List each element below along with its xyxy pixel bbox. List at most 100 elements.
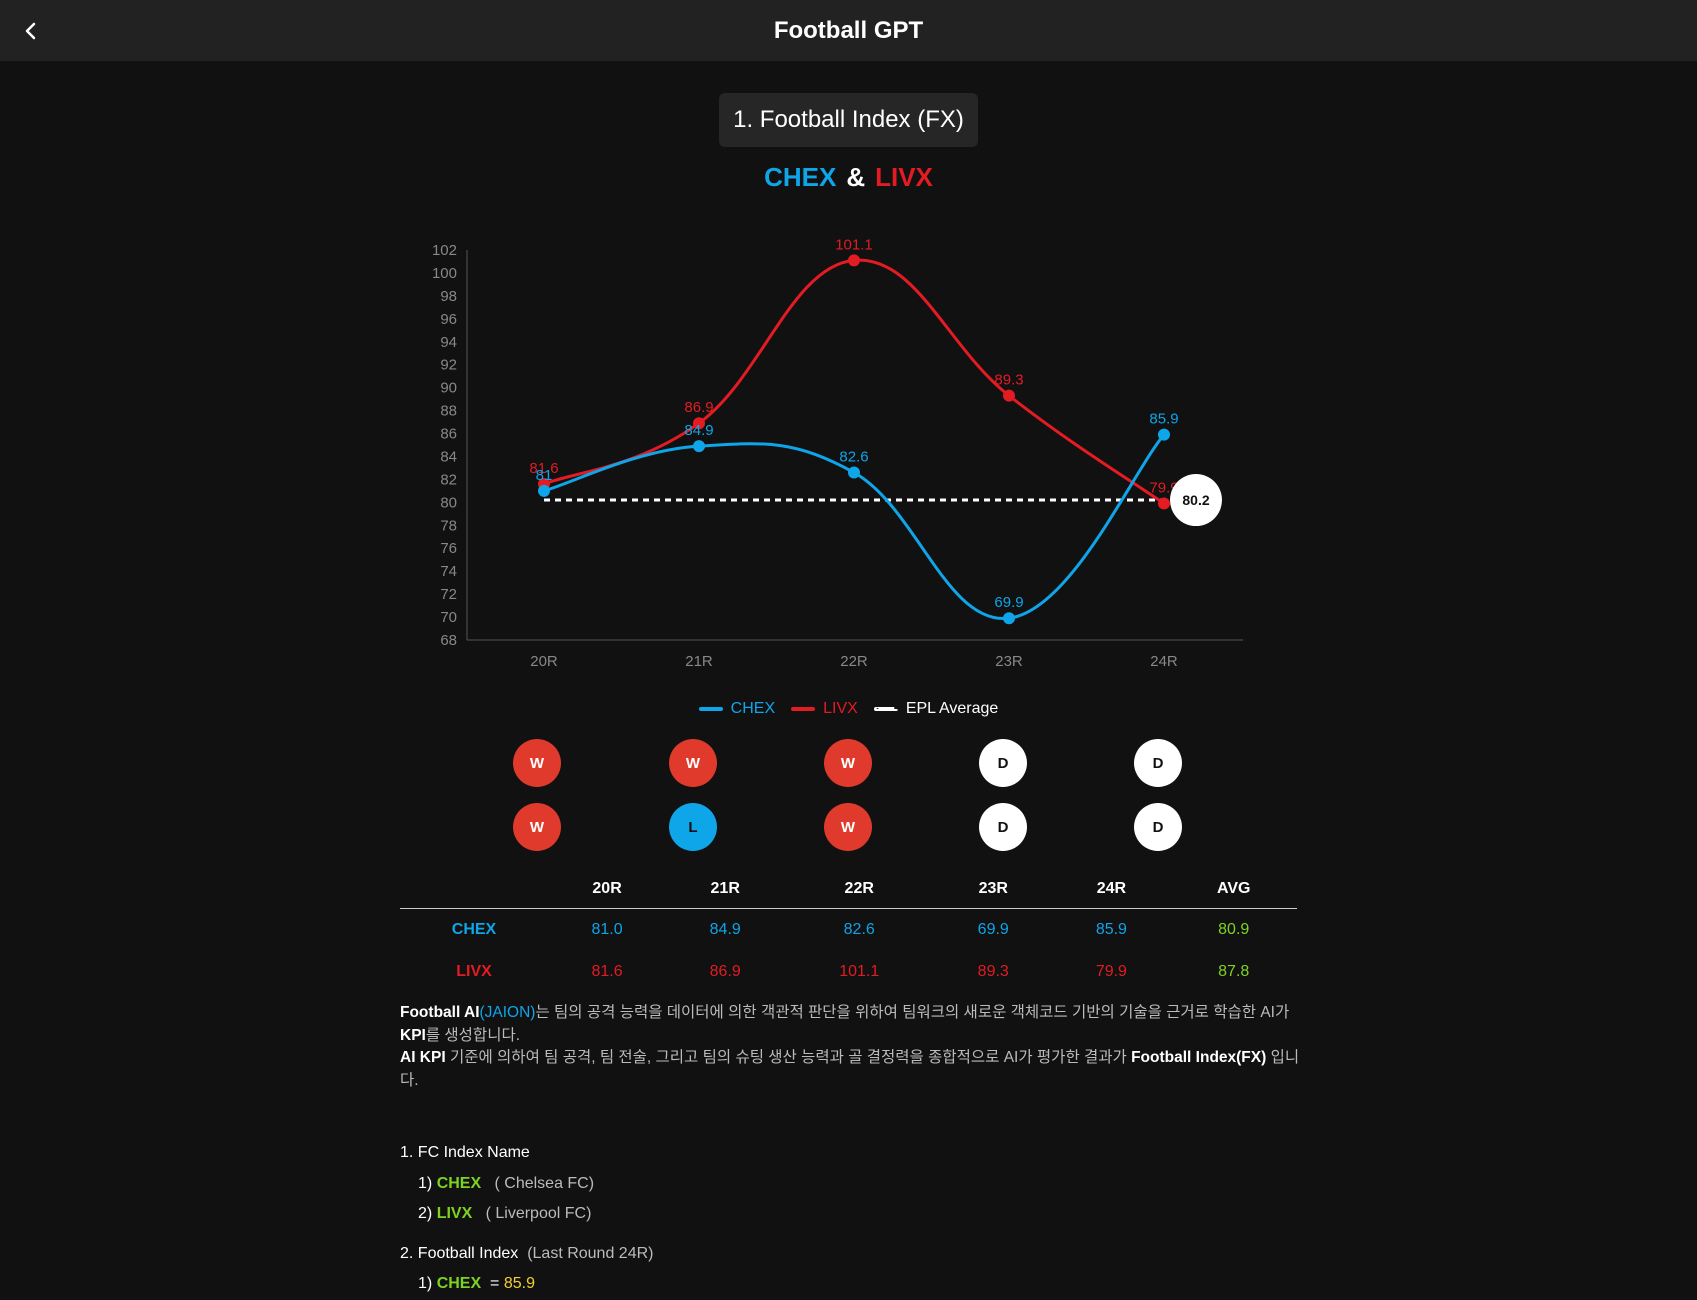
y-tick-label: 80 [440, 494, 457, 511]
y-tick-label: 86 [440, 426, 457, 443]
table-header-row: 20R 21R 22R 23R 24R AVG [400, 870, 1297, 909]
data-label-livx: 86.9 [684, 399, 713, 416]
result-badge-chex: W [513, 803, 561, 851]
x-tick-label: 22R [840, 653, 868, 670]
x-tick-label: 24R [1150, 653, 1178, 670]
data-point-chex [848, 466, 860, 479]
table-row-livx: LIVX 81.6 86.9 101.1 89.3 79.9 87.8 [400, 951, 1297, 993]
versus-amp: & [846, 162, 866, 192]
info-heading-2: 2. Football Index (Last Round 24R) [400, 1245, 653, 1263]
jaion-label: (JAION) [479, 1004, 536, 1021]
y-tick-label: 82 [440, 471, 457, 488]
x-tick-label: 21R [685, 653, 713, 670]
versus-title: CHEX & LIVX [0, 162, 1697, 193]
series-line-chex [543, 433, 1166, 620]
data-point-livx [848, 254, 860, 267]
legend-label-livx: LIVX [823, 700, 858, 717]
data-label-chex: 81 [536, 467, 553, 484]
info-item-code: CHEX [436, 1175, 482, 1192]
y-tick-label: 102 [432, 242, 457, 259]
top-bar: Football GPT [0, 0, 1697, 61]
table-cell: 86.9 [709, 963, 741, 980]
table-cell: 69.9 [977, 921, 1009, 938]
app-title: Football GPT [773, 16, 924, 44]
description-text-1: 는 팀의 공격 능력을 데이터에 의한 객관적 판단을 위하여 팀워크의 새로운… [535, 1004, 1290, 1021]
y-tick-label: 84 [440, 448, 457, 465]
y-tick-label: 92 [440, 357, 457, 374]
result-badge-chex: W [824, 803, 872, 851]
info-fx-value: 85.9 [503, 1275, 535, 1292]
epl-average-badge-value: 80.2 [1182, 492, 1209, 508]
info-item-num: 1) [418, 1175, 433, 1192]
result-badge-livx: W [824, 739, 872, 787]
y-tick-label: 72 [440, 586, 457, 603]
x-tick-label: 23R [995, 653, 1023, 670]
data-label-livx: 81.6 [529, 460, 558, 477]
back-button[interactable] [14, 14, 48, 48]
y-tick-label: 90 [440, 380, 457, 397]
table-cell: 101.1 [839, 963, 880, 980]
data-point-chex [1158, 428, 1170, 441]
info-item-name: ( Liverpool FC) [485, 1205, 592, 1222]
versus-team-a: CHEX [764, 162, 837, 192]
table-cell: 84.9 [709, 921, 741, 938]
table-cell: 81.6 [591, 963, 623, 980]
y-tick-label: 100 [432, 265, 457, 282]
result-badge-chex: L [669, 803, 717, 851]
table-header: 20R [548, 870, 667, 909]
info-fx-eq: = [490, 1275, 500, 1292]
data-point-chex [1003, 612, 1015, 625]
y-tick-label: 74 [440, 563, 457, 580]
data-label-chex: 85.9 [1149, 411, 1178, 428]
result-badge-livx: D [1134, 739, 1182, 787]
description-text-2: 기준에 의하여 팀 공격, 팀 전술, 그리고 팀의 슈팅 생산 능력과 골 결… [445, 1049, 1132, 1066]
legend-label-chex: CHEX [730, 700, 776, 717]
legend-item-epl-average[interactable]: EPL Average [873, 700, 998, 718]
data-point-livx [1003, 389, 1015, 402]
info-item-code: LIVX [436, 1205, 473, 1222]
result-badge-livx: W [669, 739, 717, 787]
table-header: AVG [1170, 870, 1297, 909]
data-point-livx [693, 417, 705, 430]
table-cell: 89.3 [977, 963, 1009, 980]
y-tick-label: 98 [440, 288, 457, 305]
table-cell-name: LIVX [456, 963, 492, 980]
table-header: 23R [934, 870, 1053, 909]
info-fx-item: 1) CHEX = 85.9 [400, 1275, 535, 1293]
table-row-chex: CHEX 81.0 84.9 82.6 69.9 85.9 80.9 [400, 909, 1297, 952]
table-cell-avg: 87.8 [1218, 963, 1250, 980]
legend-item-livx[interactable]: LIVX [791, 700, 858, 718]
y-tick-label: 94 [440, 334, 457, 351]
info-item-name: ( Chelsea FC) [494, 1175, 595, 1192]
legend-item-chex[interactable]: CHEX [698, 700, 776, 718]
result-badge-chex: D [1134, 803, 1182, 851]
description-paragraph-2: AI KPI 기준에 의하여 팀 공격, 팀 전술, 그리고 팀의 슈팅 생산 … [400, 1047, 1300, 1092]
info-fx-num: 1) [418, 1275, 433, 1292]
football-ai-label: Football AI [400, 1004, 480, 1021]
info-item-num: 2) [418, 1205, 433, 1222]
data-label-chex: 69.9 [994, 594, 1023, 611]
y-tick-label: 88 [440, 403, 457, 420]
y-tick-label: 68 [440, 632, 457, 649]
y-tick-label: 70 [440, 609, 457, 626]
data-label-livx: 89.3 [994, 372, 1023, 389]
info-fx-code: CHEX [436, 1275, 482, 1292]
epl-average-badge [1170, 474, 1222, 527]
table-cell: 85.9 [1095, 921, 1127, 938]
legend-swatch-epl-average [873, 707, 898, 711]
y-tick-label: 78 [440, 517, 457, 534]
y-tick-label: 76 [440, 540, 457, 557]
data-label-chex: 82.6 [839, 449, 868, 466]
info-item: 2) LIVX ( Liverpool FC) [400, 1205, 591, 1223]
data-point-livx [1158, 497, 1170, 510]
info-heading-2-text: 2. Football Index [400, 1245, 519, 1262]
versus-team-b: LIVX [875, 162, 933, 192]
table-cell: 81.0 [591, 921, 623, 938]
table-cell: 82.6 [843, 921, 875, 938]
chevron-left-icon [25, 22, 36, 40]
section-title: 1. Football Index (FX) [719, 93, 978, 147]
table-cell-avg: 80.9 [1218, 921, 1250, 938]
table-cell: 79.9 [1095, 963, 1127, 980]
table-cell-name: CHEX [451, 921, 497, 938]
result-badge-livx: W [513, 739, 561, 787]
